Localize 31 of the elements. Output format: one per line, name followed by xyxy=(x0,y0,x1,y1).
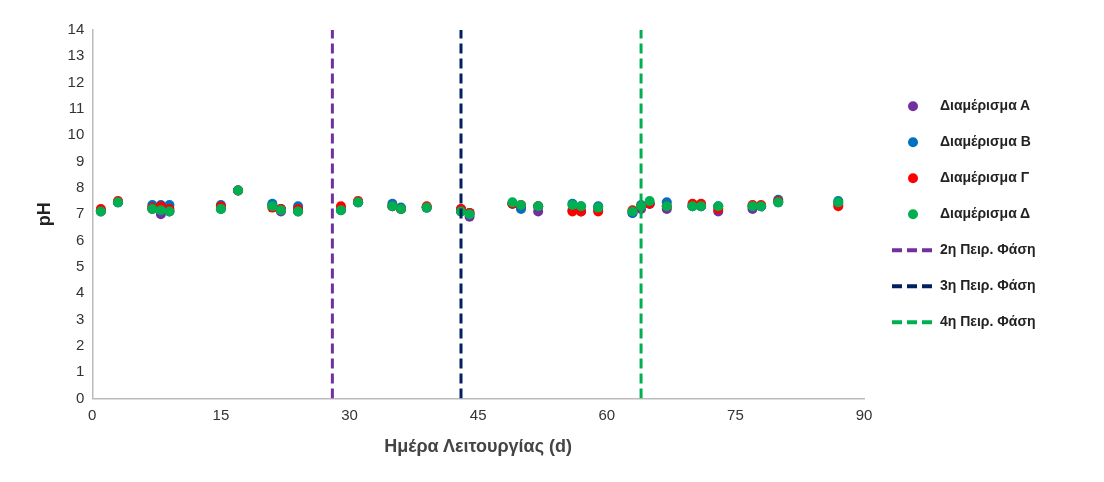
y-tick-label: 13 xyxy=(67,46,85,64)
y-tick-label: 12 xyxy=(67,72,85,90)
y-tick-label: 14 xyxy=(67,20,85,38)
x-axis-title: Ημέρα Λειτουργίας (d) xyxy=(384,436,573,457)
y-axis-title: pH xyxy=(33,202,54,227)
x-tick-label: 45 xyxy=(469,405,487,423)
x-tick-label: 30 xyxy=(341,405,358,423)
x-tick-label: 15 xyxy=(212,405,230,423)
legend-label: 4η Πειρ. Φάση xyxy=(940,313,1036,330)
y-tick-label: 4 xyxy=(75,283,85,301)
y-tick-label: 10 xyxy=(67,125,85,143)
y-tick-label: 9 xyxy=(75,151,85,169)
x-tick-label: 90 xyxy=(855,405,873,423)
y-tick-label: 8 xyxy=(75,178,85,196)
y-tick-label: 6 xyxy=(75,230,85,248)
legend-label: 3η Πειρ. Φάση xyxy=(940,277,1036,294)
x-tick-label: 75 xyxy=(727,405,744,423)
legend-label: Διαμέρισμα Β xyxy=(940,133,1031,150)
legend-label: Διαμέρισμα Α xyxy=(940,97,1031,114)
y-tick-label: 0 xyxy=(75,388,85,406)
y-tick-label: 5 xyxy=(75,256,85,274)
x-tick-label: 0 xyxy=(88,405,97,423)
x-tick-label: 60 xyxy=(598,405,616,423)
y-tick-label: 1 xyxy=(75,362,85,380)
y-tick-label: 3 xyxy=(75,309,85,327)
y-tick-label: 2 xyxy=(75,335,85,353)
legend-label: Διαμέρισμα Δ xyxy=(940,205,1031,222)
y-tick-label: 11 xyxy=(68,99,85,117)
legend-label: 2η Πειρ. Φάση xyxy=(940,241,1036,258)
legend-label: Διαμέρισμα Γ xyxy=(940,169,1030,186)
y-tick-label: 7 xyxy=(75,204,85,222)
